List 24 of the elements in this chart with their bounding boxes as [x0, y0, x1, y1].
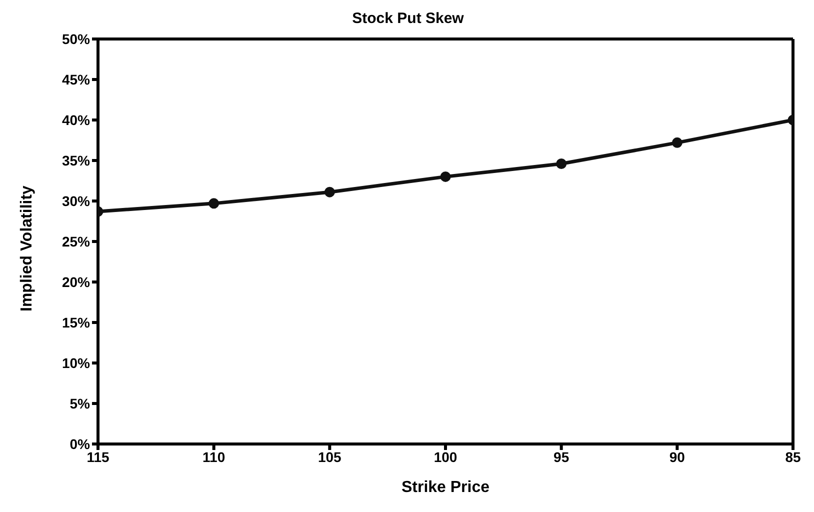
x-tick-label: 95: [554, 448, 570, 465]
y-tick-label: 50%: [62, 30, 91, 47]
y-tick-label: 10%: [62, 354, 91, 371]
y-tick-label: 15%: [62, 314, 91, 330]
point: [208, 198, 220, 209]
point: [440, 171, 451, 182]
y-tick-label: 30%: [62, 192, 91, 209]
point: [672, 137, 682, 148]
x-tick-label: 100: [434, 448, 458, 465]
y-tick-label: 40%: [62, 112, 91, 128]
y-tick-label: 25%: [62, 233, 91, 250]
y-tick-label: 35%: [62, 152, 91, 168]
x-axis-title: Strike Price: [401, 479, 490, 496]
x-tick-label: 90: [669, 448, 686, 465]
point: [556, 158, 567, 169]
y-axis-title: Implied Volatility: [18, 185, 36, 312]
y-tick-label: 20%: [62, 274, 91, 290]
x-tick-label: 105: [318, 448, 342, 465]
y-tick-label: 45%: [62, 71, 91, 88]
chart-title: Stock Put Skew: [351, 9, 465, 29]
x-tick-label: 85: [785, 448, 801, 465]
x-tick-label: 110: [202, 448, 226, 465]
y-tick-label: 5%: [70, 395, 91, 412]
point: [324, 186, 335, 198]
